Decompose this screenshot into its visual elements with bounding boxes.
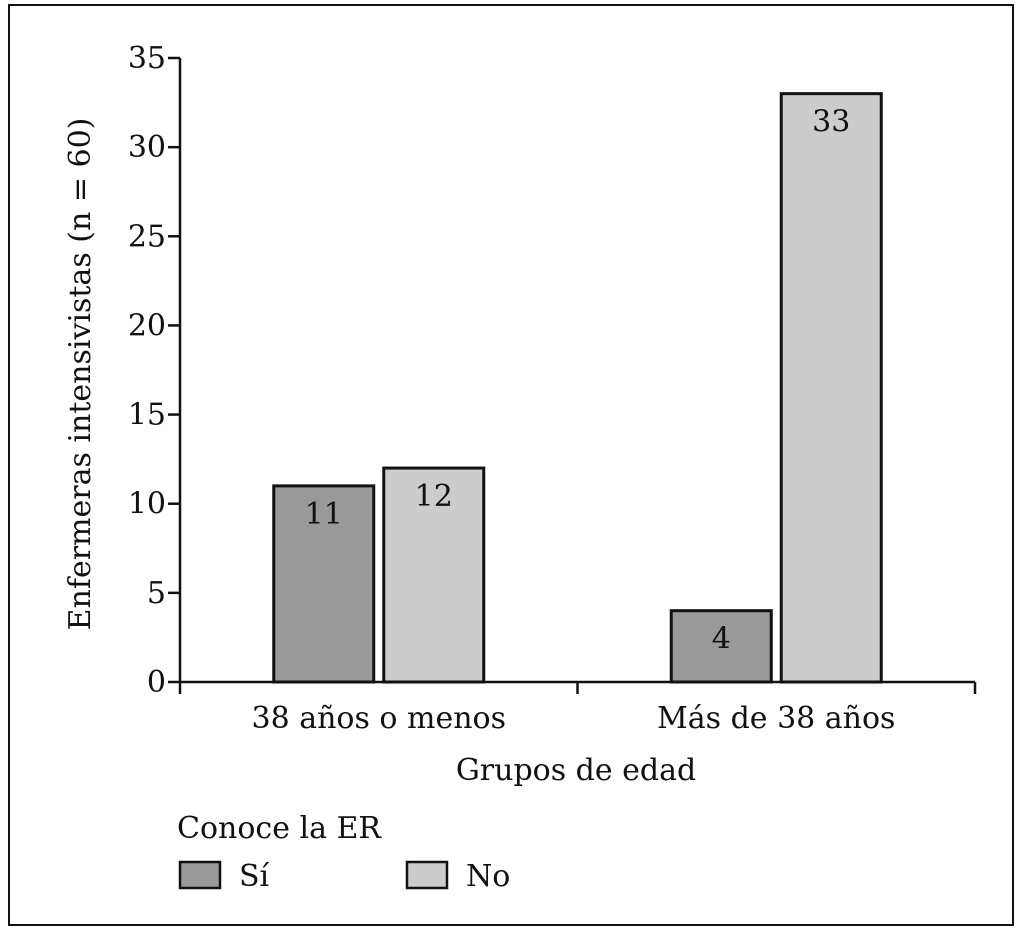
legend-swatch-si xyxy=(178,860,222,890)
y-tick-label-15: 15 xyxy=(128,398,166,433)
y-axis: 0 5 10 15 20 25 30 35 xyxy=(128,41,182,700)
legend-label-si: Sí xyxy=(239,859,270,894)
x-axis: 38 años o menos Más de 38 años xyxy=(178,680,977,736)
chart-frame: 0 5 10 15 20 25 30 35 38 años o menos Más de 38 … xyxy=(8,4,1014,926)
bars-group xyxy=(272,92,883,684)
data-label-0-1: 12 xyxy=(415,479,453,514)
legend-title: Conoce la ER xyxy=(177,811,382,846)
legend-label-no: No xyxy=(466,859,510,894)
data-label-0-0: 11 xyxy=(305,497,343,532)
bar-0-0 xyxy=(272,484,376,684)
y-tick-label-10: 10 xyxy=(128,487,166,522)
data-labels-group: 11 12 4 33 xyxy=(305,105,851,657)
bar-chart: 0 5 10 15 20 25 30 35 38 años o menos Más de 38 … xyxy=(63,41,977,894)
y-tick-label-5: 5 xyxy=(147,576,166,611)
legend-swatch-no xyxy=(405,860,449,890)
x-tick-label-1: Más de 38 años xyxy=(657,701,895,736)
x-tick-label-0: 38 años o menos xyxy=(252,701,507,736)
y-tick-label-35: 35 xyxy=(128,41,166,76)
data-label-1-1: 33 xyxy=(812,105,850,140)
legend: Conoce la ER Sí No xyxy=(177,811,510,894)
y-tick-label-30: 30 xyxy=(128,130,166,165)
bar-1-0 xyxy=(669,609,773,684)
data-label-1-0: 4 xyxy=(712,622,731,657)
bar-0-1 xyxy=(382,466,486,684)
bar-1-1 xyxy=(779,92,883,684)
y-axis-title: Enfermeras intensivistas (n = 60) xyxy=(63,118,98,631)
y-tick-label-0: 0 xyxy=(147,665,166,700)
y-tick-label-25: 25 xyxy=(128,219,166,254)
y-tick-label-20: 20 xyxy=(128,308,166,343)
x-axis-title: Grupos de edad xyxy=(456,753,696,788)
